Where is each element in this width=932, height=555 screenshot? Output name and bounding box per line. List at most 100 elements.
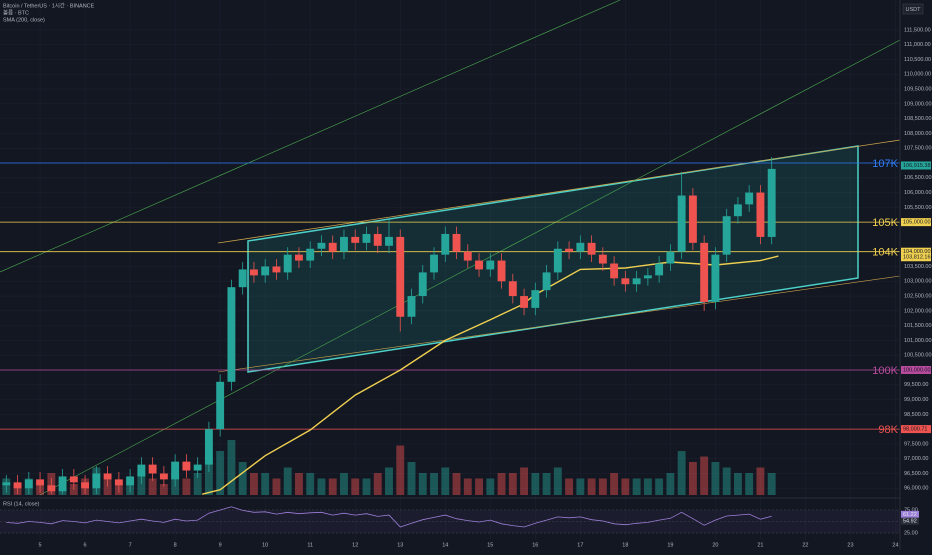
level-label: 107K <box>872 158 898 170</box>
candle-body <box>520 296 529 308</box>
candle-body <box>362 233 371 243</box>
y-tick-label: 96,500.00 <box>904 471 928 477</box>
x-tick-label: 8 <box>174 542 177 548</box>
candle-body <box>441 233 450 255</box>
candle-body <box>272 266 281 273</box>
chart-title: Bitcoin / TetherUS · 1시간 · BINANCE <box>3 1 95 9</box>
x-tick-label: 23 <box>847 542 853 548</box>
price-tag-label: 106,915.38 <box>903 163 931 169</box>
volume-bar <box>283 467 292 495</box>
volume-bar <box>497 473 506 495</box>
rsi-tick-label: 25.00 <box>904 530 918 536</box>
candle-body <box>542 272 551 291</box>
x-tick-label: 10 <box>262 542 268 548</box>
volume-label: 볼륨 · BTC <box>3 9 29 16</box>
x-tick-label: 21 <box>757 542 763 548</box>
volume-bar <box>452 473 461 495</box>
candle-body <box>508 281 517 297</box>
x-tick-label: 9 <box>219 542 222 548</box>
candle-body <box>283 254 292 273</box>
candle-body <box>722 216 731 255</box>
x-tick-label: 24 <box>892 542 898 548</box>
currency-box <box>902 3 924 15</box>
y-tick-label: 102,500.00 <box>904 294 932 300</box>
volume-bar <box>306 473 315 495</box>
candle-body <box>216 381 225 430</box>
y-tick-label: 101,500.00 <box>904 323 932 329</box>
x-tick-label: 16 <box>532 542 538 548</box>
level-label: 105K <box>872 217 898 229</box>
volume-bar <box>587 478 596 495</box>
volume-bar <box>475 478 483 495</box>
candle-body <box>249 269 258 276</box>
volume-bar <box>565 478 574 495</box>
y-tick-label: 107,500.00 <box>904 146 932 152</box>
candle-body <box>58 476 67 492</box>
y-tick-label: 109,500.00 <box>904 87 932 93</box>
candle-body <box>587 242 596 255</box>
candle-body <box>238 269 247 288</box>
candle-body <box>92 473 101 489</box>
price-tag <box>901 425 931 434</box>
volume-bar <box>385 467 393 495</box>
volume-bar <box>396 445 405 495</box>
candle-body <box>328 242 337 252</box>
y-tick-label: 109,000.00 <box>904 101 932 107</box>
y-tick-label: 108,500.00 <box>904 116 932 122</box>
y-tick-label: 97,500.00 <box>904 441 928 447</box>
x-tick-label: 6 <box>84 542 87 548</box>
candle-body <box>576 242 585 252</box>
x-tick-label: 19 <box>667 542 673 548</box>
y-tick-label: 106,000.00 <box>904 190 932 196</box>
volume-bar <box>711 462 720 495</box>
x-tick-label: 14 <box>442 542 448 548</box>
rsi-tag <box>901 517 919 525</box>
volume-bar <box>407 462 416 495</box>
volume-bar <box>193 473 202 495</box>
price-tag-label: 98,000.71 <box>903 427 927 433</box>
volume-bar <box>463 478 472 495</box>
volume-bar <box>159 484 168 495</box>
rsi-line <box>6 506 772 528</box>
trend-line <box>0 0 621 273</box>
candle-body <box>418 272 427 297</box>
candle-body <box>351 236 360 243</box>
y-tick-label: 99,000.00 <box>904 397 928 403</box>
candle-body <box>171 461 180 480</box>
volume-bar <box>249 473 258 495</box>
candle-body <box>69 476 78 483</box>
level-label: 104K <box>872 247 898 259</box>
rsi-pane: RSI (14, close) <box>0 501 900 534</box>
candle-body <box>396 236 405 317</box>
candle-body <box>24 479 33 489</box>
candle-body <box>2 482 11 486</box>
candle-body <box>711 254 720 302</box>
candle-body <box>756 192 765 237</box>
x-tick-label: 7 <box>129 542 132 548</box>
volume-bar <box>553 467 562 495</box>
candle-body <box>475 260 483 270</box>
price-tag-label: 100,000.00 <box>903 367 931 373</box>
candle-body <box>317 242 326 249</box>
volume-bar <box>486 478 495 495</box>
volume-bar <box>542 473 551 495</box>
volume-bar <box>677 451 686 495</box>
candle-body <box>227 287 236 382</box>
candle-body <box>295 254 303 261</box>
volume-bar <box>700 456 709 495</box>
volume-bar <box>745 473 754 495</box>
candle-body <box>745 192 754 205</box>
levels: 107K 105K 104K 100K 98K <box>0 158 900 436</box>
candle-body <box>655 263 664 276</box>
volume-bar <box>441 467 450 495</box>
y-tick-label: 98,500.00 <box>904 412 928 418</box>
currency: USDT <box>906 7 922 13</box>
price-tag <box>901 218 931 227</box>
y-tick-label: 111,500.00 <box>904 27 931 33</box>
candle-body <box>407 296 416 317</box>
candle-body <box>497 260 506 282</box>
y-tick-label: 106,500.00 <box>904 175 932 181</box>
candle-body <box>463 251 472 261</box>
price-tag-label: 103,812.16 <box>903 255 931 261</box>
